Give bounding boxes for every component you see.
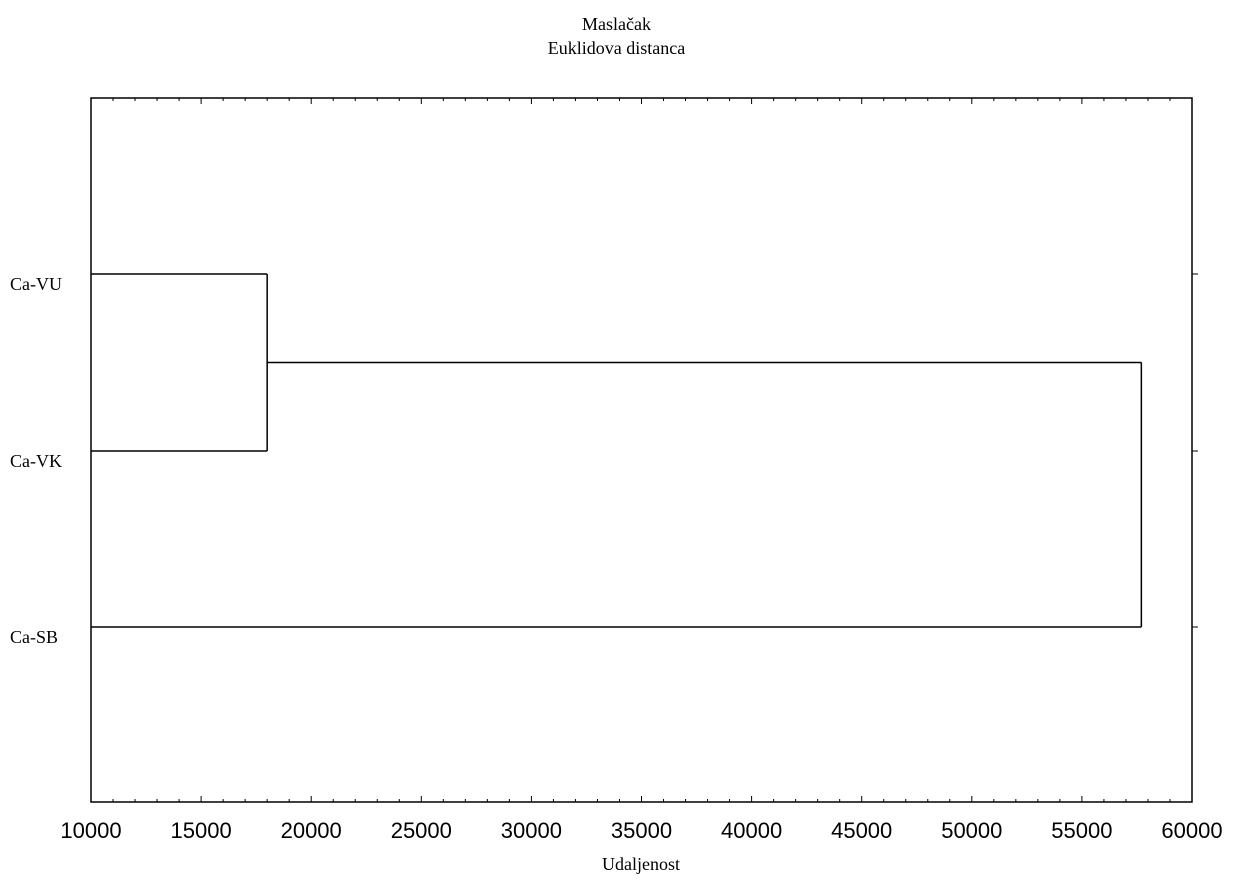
x-axis-label: Udaljenost	[602, 854, 680, 874]
leaf-label: Ca-SB	[10, 627, 58, 647]
x-tick-labels: 10000 15000 20000 25000 30000 35000 40000 45000…	[60, 818, 1222, 843]
x-tick-label: 20000	[281, 818, 342, 843]
x-tick-label: 30000	[501, 818, 562, 843]
leaf-labels: Ca-VU Ca-VK Ca-SB	[10, 274, 62, 647]
chart-subtitle: Euklidova distanca	[547, 38, 686, 58]
leaf-label: Ca-VK	[10, 451, 62, 471]
x-tick-label: 35000	[611, 818, 672, 843]
plot-border	[90, 97, 1193, 803]
x-tick-label: 60000	[1161, 818, 1222, 843]
x-tick-label: 25000	[391, 818, 452, 843]
x-tick-label: 40000	[721, 818, 782, 843]
plot-frame	[90, 97, 1193, 803]
dendrogram-links	[91, 273, 1143, 628]
x-tick-label: 50000	[941, 818, 1002, 843]
x-tick-label: 55000	[1051, 818, 1112, 843]
x-tick-label: 15000	[171, 818, 232, 843]
axis-ticks	[90, 98, 1198, 802]
leaf-label: Ca-VU	[10, 274, 62, 294]
x-tick-label: 45000	[831, 818, 892, 843]
chart-title: Maslačak	[582, 14, 651, 34]
x-tick-label: 10000	[60, 818, 121, 843]
